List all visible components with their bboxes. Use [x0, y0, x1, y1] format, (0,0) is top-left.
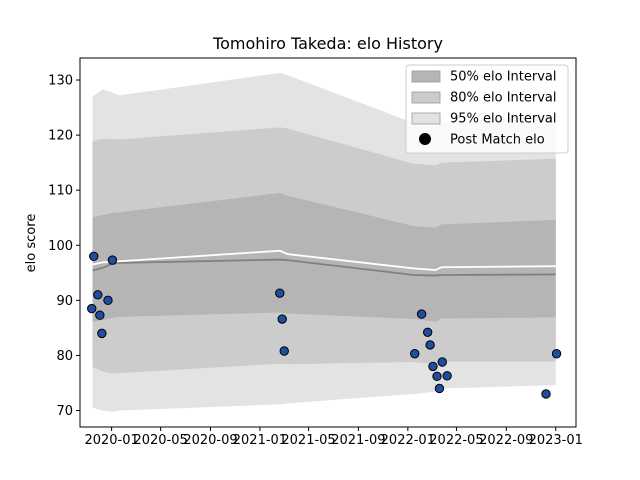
y-axis-label: elo score: [24, 214, 39, 273]
x-tick-label: 2022-09: [479, 433, 533, 448]
legend-label: Post Match elo: [450, 133, 545, 148]
legend: 50% elo Interval 80% elo Interval 95% elo …: [405, 64, 569, 154]
post-match-point: [93, 290, 103, 300]
post-match-point: [97, 328, 107, 339]
post-match-point: [410, 349, 420, 359]
post-match-point: [434, 383, 445, 394]
x-tick-label: 2021-05: [281, 433, 335, 448]
post-match-point: [428, 361, 438, 372]
legend-label: 95% elo Interval: [450, 112, 557, 127]
post-match-point: [551, 349, 562, 359]
x-tick-label: 2020-05: [133, 433, 187, 448]
y-tick-label: 120: [48, 129, 73, 144]
mean-line: [92, 249, 556, 271]
median-line: [92, 258, 556, 277]
post-match-point: [95, 310, 105, 320]
x-tick-label: 2021-09: [331, 433, 385, 448]
plot-area: 7080901001101201302020-012020-052020-092…: [48, 57, 583, 448]
y-tick-label: 90: [56, 294, 73, 309]
legend-label: 80% elo Interval: [450, 91, 557, 106]
post-match-point: [107, 255, 118, 265]
legend-label: 50% elo Interval: [450, 70, 557, 85]
post-match-point: [432, 371, 442, 382]
post-match-point: [541, 389, 551, 399]
x-tick-label: 2021-01: [233, 433, 287, 448]
x-tick-label: 2020-09: [183, 433, 237, 448]
axes-frame: [79, 57, 577, 428]
chart-title: Tomohiro Takeda: elo History: [212, 34, 443, 53]
x-tick-label: 2023-01: [529, 433, 583, 448]
post-match-point: [103, 295, 113, 306]
post-match-point: [279, 346, 289, 356]
legend-marker-points: [419, 133, 431, 145]
post-match-point: [89, 251, 99, 261]
y-tick-label: 110: [48, 184, 73, 199]
legend-swatch-band80: [411, 91, 441, 104]
y-tick-label: 70: [56, 404, 73, 419]
post-match-point: [442, 371, 452, 381]
post-match-point: [275, 288, 285, 298]
x-tick-label: 2020-01: [84, 433, 138, 448]
post-match-point: [425, 340, 435, 350]
legend-box: [405, 64, 569, 154]
legend-swatch-band95: [411, 112, 441, 125]
y-tick-label: 100: [48, 239, 73, 254]
post-match-point: [437, 357, 447, 367]
post-match-point: [277, 314, 287, 324]
y-tick-label: 80: [56, 349, 73, 364]
legend-swatch-band50: [411, 70, 441, 83]
post-match-point: [87, 303, 97, 314]
y-tick-label: 130: [48, 74, 73, 89]
x-tick-label: 2022-05: [429, 433, 483, 448]
post-match-point: [422, 327, 433, 337]
x-tick-label: 2022-01: [381, 433, 435, 448]
post-match-point: [416, 309, 427, 319]
